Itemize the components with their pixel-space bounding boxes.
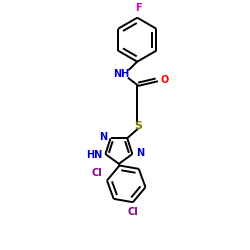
Text: HN: HN xyxy=(86,150,102,160)
Text: O: O xyxy=(161,75,169,85)
Text: NH: NH xyxy=(113,69,130,79)
Text: N: N xyxy=(99,132,107,142)
Text: Cl: Cl xyxy=(92,168,102,178)
Text: S: S xyxy=(134,122,142,132)
Text: Cl: Cl xyxy=(128,206,138,216)
Text: F: F xyxy=(135,3,142,13)
Text: N: N xyxy=(136,148,144,158)
